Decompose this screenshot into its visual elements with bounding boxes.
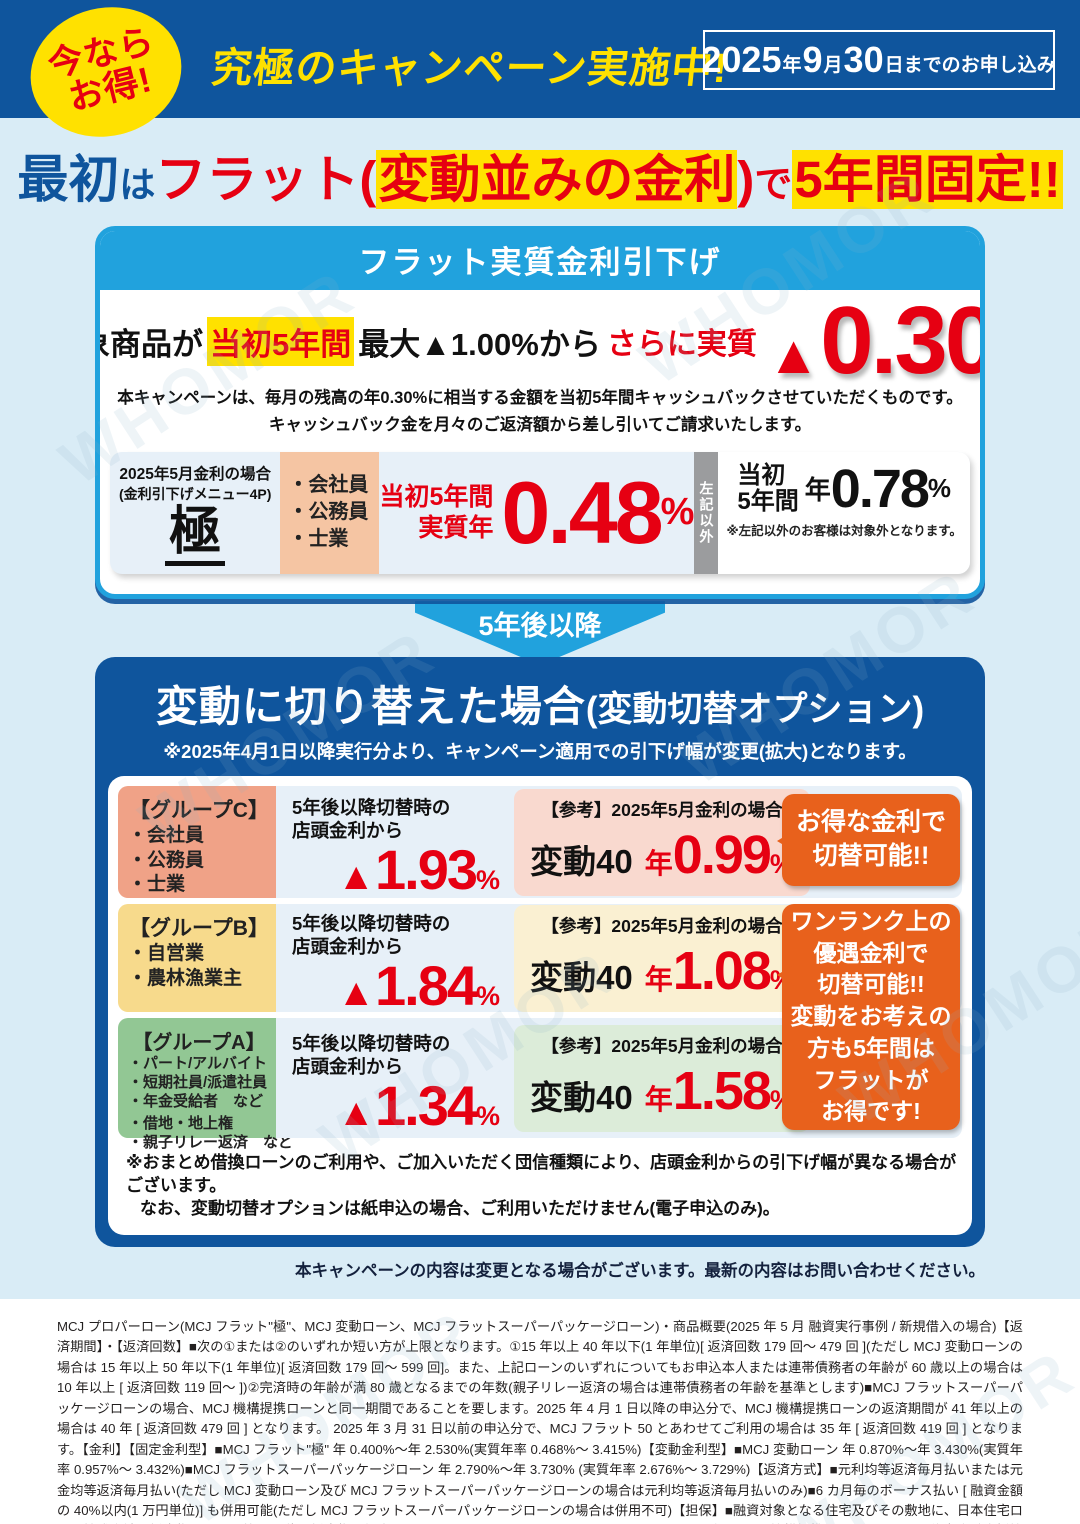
main-rate-cell: 当初5年間 実質年 0.48 % [379, 462, 695, 562]
headline-blue-small: は [119, 164, 156, 205]
flat-card-header: フラット実質金利引下げ [100, 231, 980, 290]
lead-black2: 最大▲1.00%から [358, 326, 601, 362]
group-a-discount: 5年後以降切替時の 店頭金利から ▲1.34% [292, 1032, 500, 1138]
flat-rate-card: フラット実質金利引下げ 対象商品が 当初5年間 最大▲1.00%から さらに実質… [95, 226, 985, 600]
panel-footnotes: ※おまとめ借換ローンのご利用や、ご加入いただく団信種類により、店頭金利からの引下… [126, 1153, 957, 1218]
product-overview-text: MCJ プロパーローン(MCJ フラット"極"、MCJ 変動ローン、MCJ フラ… [57, 1318, 1023, 1524]
deadline-month-unit: 月 [823, 54, 843, 76]
product-name-kiwami: 極 [165, 503, 226, 567]
campaign-description-1: 本キャンペーンは、毎月の残高の年0.30%に相当する金額を当初5年間キャッシュバ… [117, 389, 963, 408]
headline-highlight2: 5年間固定!! [792, 150, 1063, 209]
campaign-area: 今なら お得! 究極のキャンペーン実施中! 2025 年 9 月 30 日までの… [0, 0, 1080, 1299]
deadline-rest: 日までのお申し込み [884, 54, 1056, 76]
campaign-change-note: 本キャンペーンの内容は変更となる場合がございます。最新の内容はお問い合わせくださ… [294, 1261, 985, 1280]
other-rate-value: 0.78 [830, 458, 930, 519]
campaign-description-2: キャッシュバック金を月々のご返済額から差し引いてご請求いたします。 [268, 416, 812, 435]
group-c-discount: 5年後以降切替時の 店頭金利から ▲1.93% [292, 796, 500, 902]
lead-black1: 対象商品が [100, 326, 203, 362]
headline-highlight1: 変動並みの金利 [376, 150, 738, 209]
triangle-mark: ▲ [762, 323, 826, 387]
headline-red2: ) [737, 151, 755, 208]
lead-red: さらに実質 [606, 328, 757, 362]
rate-case-cell: 2025年5月金利の場合 (金利引下げメニュー4P) 極 [110, 452, 280, 574]
triangle-mark: ▲ [337, 1092, 375, 1135]
triangle-mark: ▲ [337, 856, 375, 899]
deadline-year-unit: 年 [782, 54, 802, 76]
application-deadline: 2025 年 9 月 30 日までのお申し込み [701, 30, 1056, 90]
down-arrow: 5年後以降 [415, 601, 665, 666]
arrow-label: 5年後以降 [478, 611, 602, 642]
headline-red1: フラット( [155, 151, 377, 208]
top-banner: 今なら お得! 究極のキャンペーン実施中! 2025 年 9 月 30 日までの… [0, 0, 1080, 153]
headline-blue: 最初 [17, 151, 120, 208]
rate-row: 2025年5月金利の場合 (金利引下げメニュー4P) 極 ・会社員 ・公務員 ・… [110, 451, 970, 575]
speech-bubble-premium: ワンランク上の 優遇金利で 切替可能!! 変動をお考えの 方も5年間は フラット… [777, 904, 960, 1131]
flat-card-lead: 対象商品が 当初5年間 最大▲1.00%から さらに実質 ▲0.30% [100, 288, 980, 394]
headline-red-small: で [754, 164, 793, 206]
campaign-title: 究極のキャンペーン実施中! [209, 45, 731, 91]
deadline-day: 30 [843, 39, 884, 80]
deadline-year: 2025 [701, 39, 782, 80]
lead-big-rate: ▲0.30% [762, 287, 985, 394]
deadline-month: 9 [802, 39, 823, 80]
group-a-label: 【グループA】 ・パート/アルバイト ・短期社員/派遣社員 ・年金受給者 など … [118, 1018, 293, 1151]
transition-arrow-wrap: 5年後以降 [0, 601, 1080, 666]
switch-card-title: 変動に切り替えた場合(変動切替オプション) [155, 683, 925, 731]
main-rate-value: 0.48 [501, 462, 663, 562]
other-rate-cell: 当初 5年間 年 0.78 % ※左記以外のお客様は対象外となります。 [718, 451, 970, 575]
triangle-mark: ▲ [337, 972, 375, 1015]
main-headline: 最初はフラット(変動並みの金利)で5年間固定!! [0, 118, 1080, 226]
legal-section: MCJ プロパーローン(MCJ フラット"極"、MCJ 変動ローン、MCJ フラ… [0, 1299, 1080, 1524]
lead-highlight: 当初5年間 [206, 316, 355, 366]
group-b-label: 【グループB】 ・自営業 ・農林漁業主 [118, 904, 276, 1013]
groups-panel: 【グループC】 ・会社員 ・公務員 ・士業 5年後以降切替時の 店頭金利から ▲… [108, 776, 972, 1235]
group-b-discount: 5年後以降切替時の 店頭金利から ▲1.84% [292, 912, 500, 1018]
other-rate-note: ※左記以外のお客様は対象外となります。 [726, 523, 962, 538]
other-customers-divider: 左記以外 [694, 451, 719, 575]
variable-switch-card: 変動に切り替えた場合(変動切替オプション) ※2025年4月1日以降実行分より、… [95, 657, 985, 1247]
group-c-label: 【グループC】 ・会社員 ・公務員 ・士業 [118, 786, 276, 899]
switch-card-subtitle: ※2025年4月1日以降実行分より、キャンペーン適用での引下げ幅が変更(拡大)と… [163, 741, 917, 763]
speech-bubble-switch: お得な金利で 切替可能!! [777, 794, 960, 887]
eligible-jobs-cell: ・会社員 ・公務員 ・士業 [280, 451, 380, 575]
